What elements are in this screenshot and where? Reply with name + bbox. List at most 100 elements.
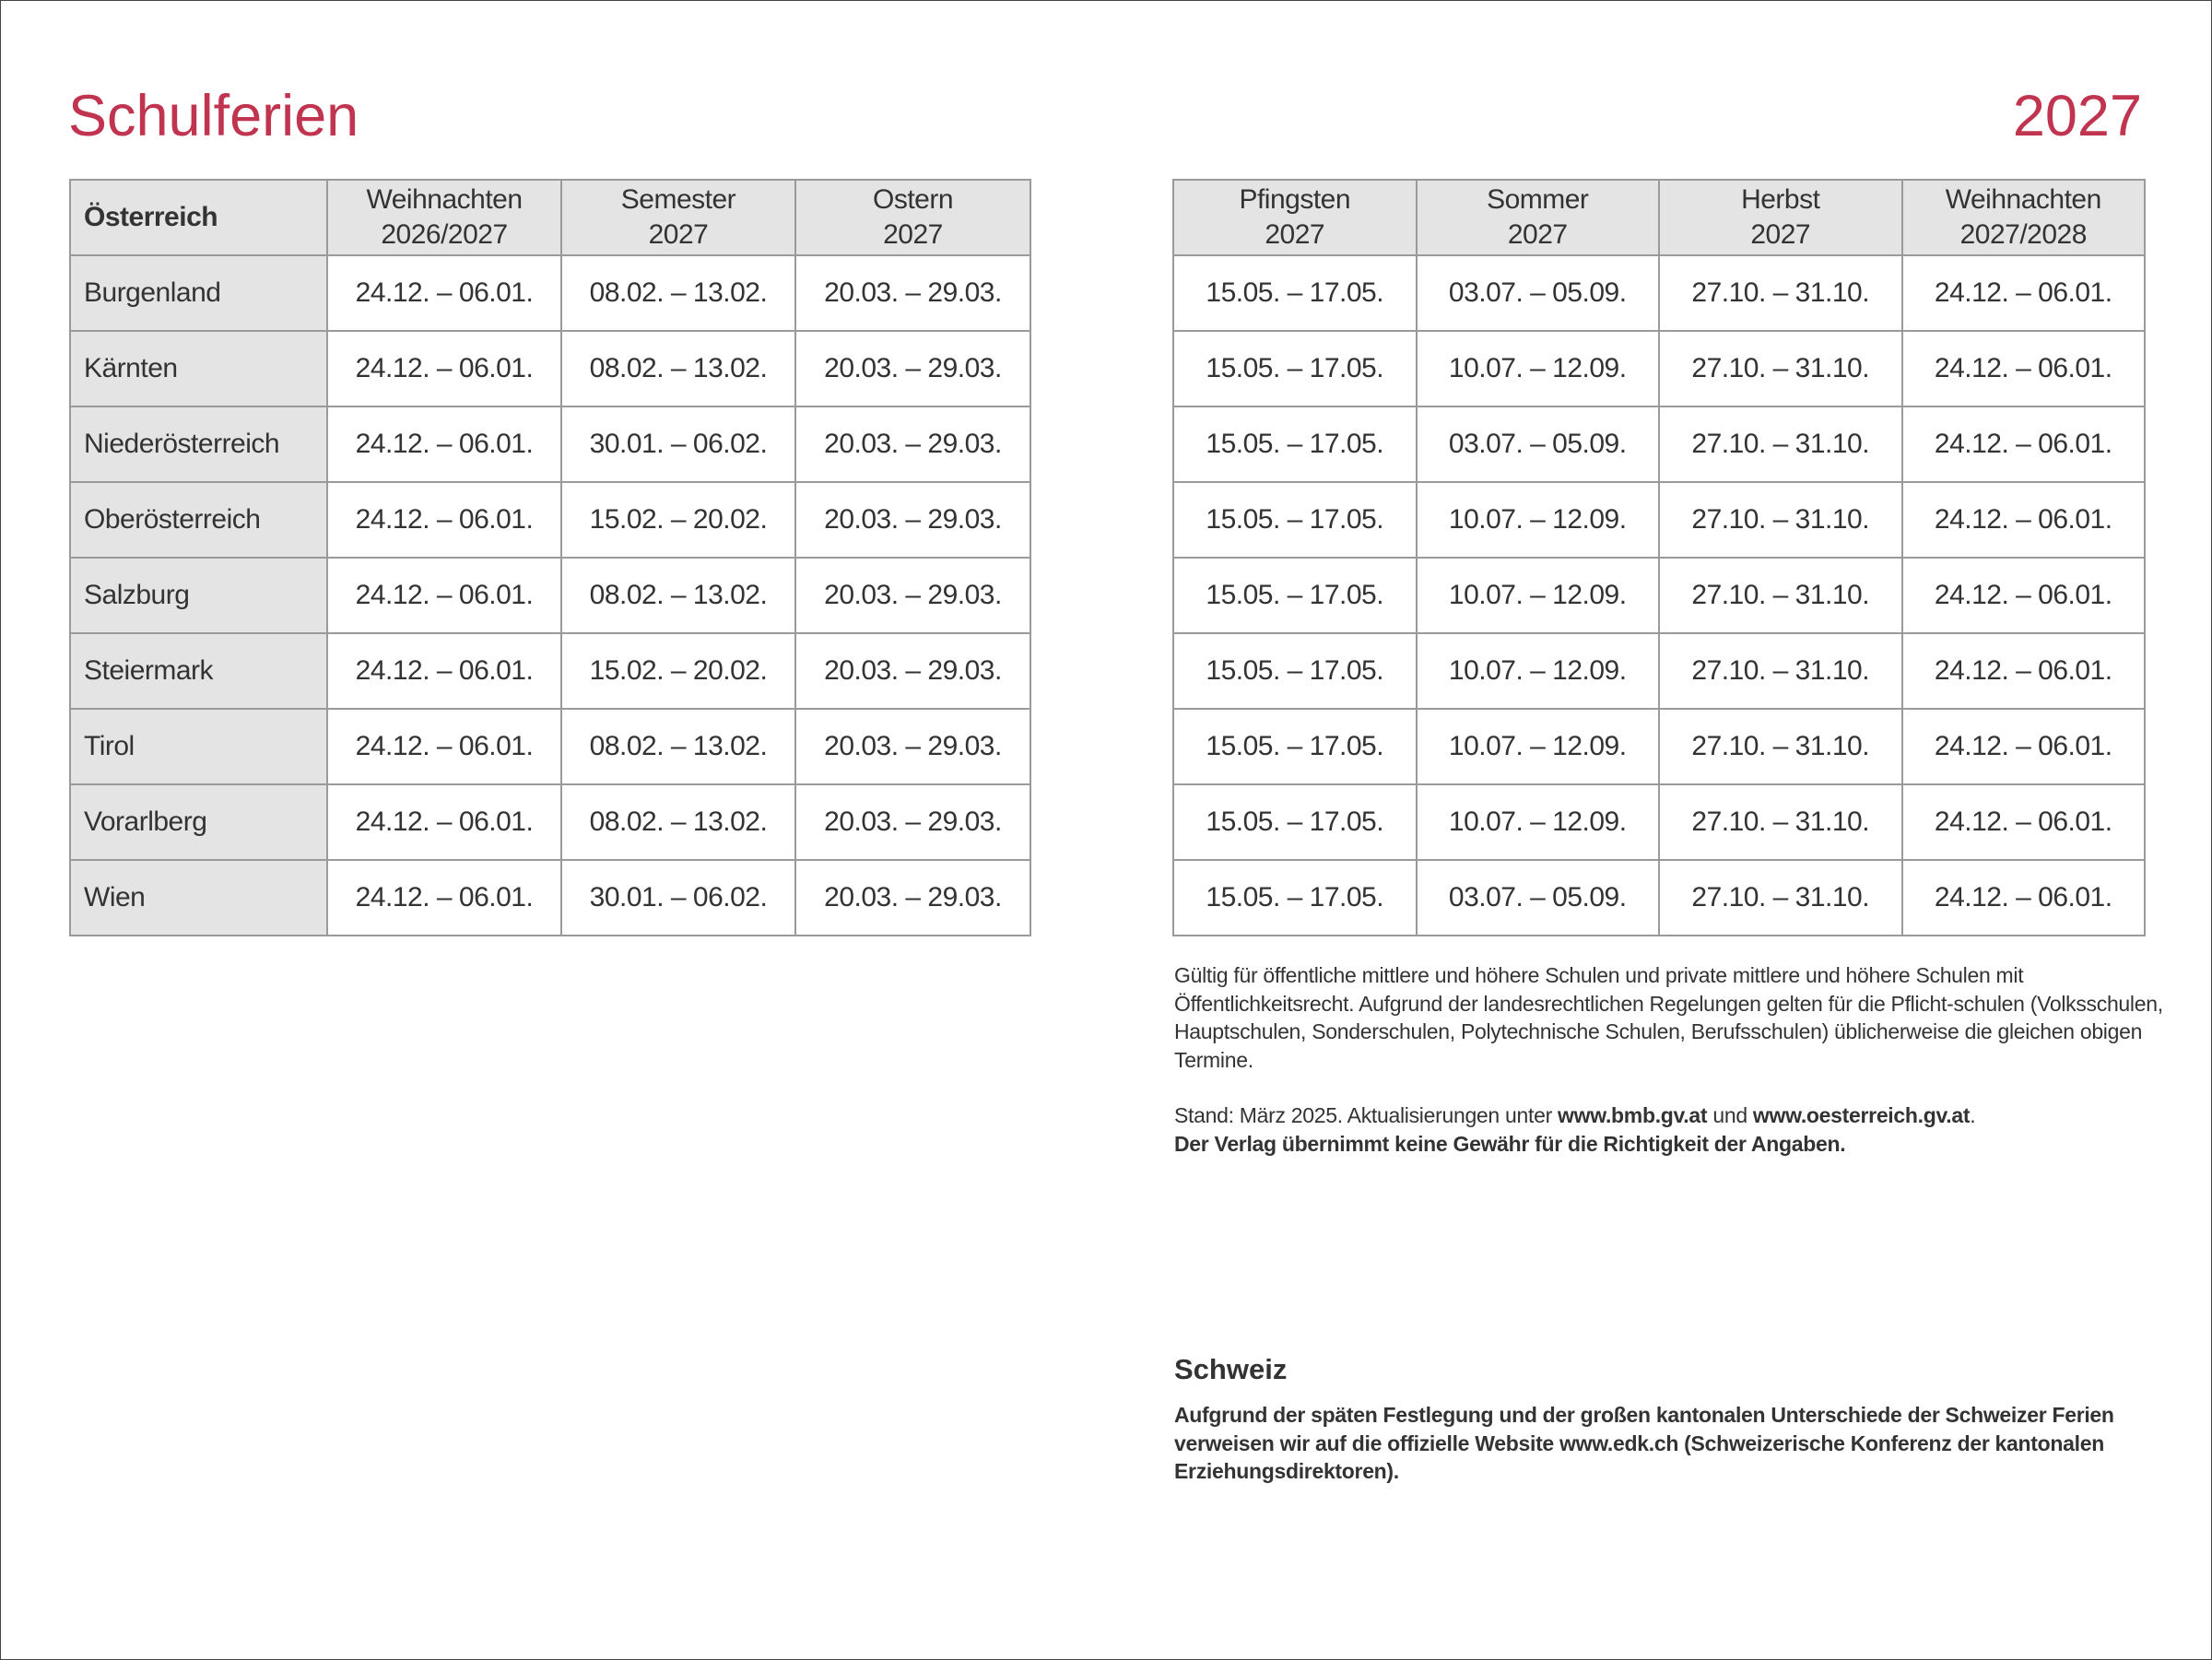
date-range-cell: 20.03. – 29.03. [794, 330, 1031, 407]
table-row: 15.05. – 17.05. 10.07. – 12.09. 27.10. – 3… [1172, 330, 2146, 407]
period: . [1970, 1103, 1976, 1127]
date-range-cell: 27.10. – 31.10. [1658, 330, 1903, 407]
date-range-cell: 27.10. – 31.10. [1658, 406, 1903, 483]
date-range-cell: 20.03. – 29.03. [794, 783, 1031, 861]
date-range-cell: 24.12. – 06.01. [326, 254, 562, 332]
date-range-cell: 10.07. – 12.09. [1415, 330, 1660, 407]
holiday-table-left: Österreich Weihnachten 2026/2027 Semester 2… [69, 179, 1031, 936]
column-header-name: Ostern [872, 184, 954, 215]
date-range-cell: 08.02. – 13.02. [560, 557, 796, 634]
date-range-cell: 15.05. – 17.05. [1172, 708, 1418, 785]
date-range-cell: 24.12. – 06.01. [1900, 557, 2146, 634]
date-range-cell: 24.12. – 06.01. [1900, 406, 2146, 483]
date-range-cell: 03.07. – 05.09. [1415, 254, 1660, 332]
holiday-table-right: Pfingsten 2027 Sommer 2027 Herbst 2027 Weihnac… [1172, 179, 2146, 936]
date-range-cell: 10.07. – 12.09. [1415, 632, 1660, 710]
date-range-cell: 24.12. – 06.01. [326, 783, 562, 861]
switzerland-text: Aufgrund der späten Festlegung und der g… [1174, 1403, 2114, 1484]
date-range-cell: 15.05. – 17.05. [1172, 859, 1418, 936]
date-range-cell: 24.12. – 06.01. [326, 557, 562, 634]
source-note: Stand: März 2025. Aktualisierungen unter… [1174, 1101, 2170, 1158]
date-range-cell: 24.12. – 06.01. [326, 708, 562, 785]
column-header-name: Weihnachten [1945, 184, 2102, 215]
date-range-cell: 10.07. – 12.09. [1415, 481, 1660, 559]
date-range-cell: 24.12. – 06.01. [1900, 632, 2146, 710]
date-range-cell: 27.10. – 31.10. [1658, 783, 1903, 861]
date-range-cell: 15.05. – 17.05. [1172, 783, 1418, 861]
date-range-cell: 27.10. – 31.10. [1658, 708, 1903, 785]
date-range-cell: 08.02. – 13.02. [560, 708, 796, 785]
table-row: Burgenland 24.12. – 06.01. 08.02. – 13.02.… [69, 254, 1031, 332]
date-range-cell: 20.03. – 29.03. [794, 254, 1031, 332]
date-range-cell: 20.03. – 29.03. [794, 481, 1031, 559]
table-row: Oberösterreich 24.12. – 06.01. 15.02. – 20… [69, 481, 1031, 559]
date-range-cell: 30.01. – 06.02. [560, 406, 796, 483]
column-header: Pfingsten 2027 [1172, 179, 1418, 256]
date-range-cell: 15.02. – 20.02. [560, 481, 796, 559]
date-range-cell: 24.12. – 06.01. [1900, 481, 2146, 559]
date-range-cell: 27.10. – 31.10. [1658, 632, 1903, 710]
table-header-row: Österreich Weihnachten 2026/2027 Semester 2… [69, 179, 1031, 256]
date-range-cell: 15.05. – 17.05. [1172, 632, 1418, 710]
date-range-cell: 20.03. – 29.03. [794, 859, 1031, 936]
table-header-row: Pfingsten 2027 Sommer 2027 Herbst 2027 Weihnac… [1172, 179, 2146, 256]
table-row: Steiermark 24.12. – 06.01. 15.02. – 20.02.… [69, 632, 1031, 710]
date-range-cell: 24.12. – 06.01. [1900, 254, 2146, 332]
date-range-cell: 24.12. – 06.01. [326, 406, 562, 483]
date-range-cell: 10.07. – 12.09. [1415, 783, 1660, 861]
table-row: Vorarlberg 24.12. – 06.01. 08.02. – 13.02.… [69, 783, 1031, 861]
table-row: Kärnten 24.12. – 06.01. 08.02. – 13.02. 20.… [69, 330, 1031, 407]
date-range-cell: 27.10. – 31.10. [1658, 557, 1903, 634]
state-name: Vorarlberg [69, 783, 328, 861]
date-range-cell: 15.05. – 17.05. [1172, 557, 1418, 634]
date-range-cell: 24.12. – 06.01. [326, 330, 562, 407]
state-name: Salzburg [69, 557, 328, 634]
column-header-year: 2027/2028 [1959, 219, 2088, 250]
column-header: Weihnachten 2027/2028 [1900, 179, 2146, 256]
date-range-cell: 10.07. – 12.09. [1415, 708, 1660, 785]
column-header: Semester 2027 [560, 179, 796, 256]
column-header: Herbst 2027 [1658, 179, 1903, 256]
date-range-cell: 30.01. – 06.02. [560, 859, 796, 936]
year-label: 2027 [2012, 84, 2142, 148]
date-range-cell: 20.03. – 29.03. [794, 708, 1031, 785]
date-range-cell: 24.12. – 06.01. [1900, 783, 2146, 861]
link-oesterreich[interactable]: www.oesterreich.gv.at [1752, 1103, 1971, 1127]
date-range-cell: 15.05. – 17.05. [1172, 254, 1418, 332]
and-text: und [1707, 1103, 1753, 1127]
table-row: Niederösterreich 24.12. – 06.01. 30.01. – … [69, 406, 1031, 483]
table-row: Salzburg 24.12. – 06.01. 08.02. – 13.02. 20… [69, 557, 1031, 634]
column-header-name: Pfingsten [1239, 184, 1351, 215]
date-range-cell: 24.12. – 06.01. [1900, 330, 2146, 407]
state-name: Steiermark [69, 632, 328, 710]
column-header-year: 2027 [1507, 219, 1568, 250]
state-name: Burgenland [69, 254, 328, 332]
column-header-year: 2027 [648, 219, 709, 250]
date-range-cell: 10.07. – 12.09. [1415, 557, 1660, 634]
column-header: Sommer 2027 [1415, 179, 1660, 256]
date-range-cell: 08.02. – 13.02. [560, 254, 796, 332]
disclaimer: Der Verlag übernimmt keine Gewähr für di… [1174, 1131, 1846, 1156]
table-row: Tirol 24.12. – 06.01. 08.02. – 13.02. 20.03… [69, 708, 1031, 785]
date-range-cell: 24.12. – 06.01. [1900, 708, 2146, 785]
date-range-cell: 24.12. – 06.01. [326, 859, 562, 936]
link-bmb[interactable]: www.bmb.gv.at [1558, 1103, 1708, 1127]
state-name: Wien [69, 859, 328, 936]
table-row: 15.05. – 17.05. 10.07. – 12.09. 27.10. – 3… [1172, 708, 2146, 785]
state-name: Tirol [69, 708, 328, 785]
date-range-cell: 03.07. – 05.09. [1415, 859, 1660, 936]
date-range-cell: 20.03. – 29.03. [794, 557, 1031, 634]
column-header-name: Herbst [1741, 184, 1820, 215]
column-header-name: Semester [620, 184, 736, 215]
date-range-cell: 15.05. – 17.05. [1172, 481, 1418, 559]
table-row: 15.05. – 17.05. 03.07. – 05.09. 27.10. – 3… [1172, 254, 2146, 332]
date-range-cell: 08.02. – 13.02. [560, 783, 796, 861]
column-header-year: 2027 [1265, 219, 1325, 250]
state-name: Kärnten [69, 330, 328, 407]
date-range-cell: 20.03. – 29.03. [794, 406, 1031, 483]
date-range-cell: 15.05. – 17.05. [1172, 406, 1418, 483]
stand-text: Stand: März 2025. Aktualisierungen unter [1174, 1103, 1559, 1127]
date-range-cell: 27.10. – 31.10. [1658, 859, 1903, 936]
date-range-cell: 15.02. – 20.02. [560, 632, 796, 710]
switzerland-heading: Schweiz [1174, 1353, 1288, 1385]
